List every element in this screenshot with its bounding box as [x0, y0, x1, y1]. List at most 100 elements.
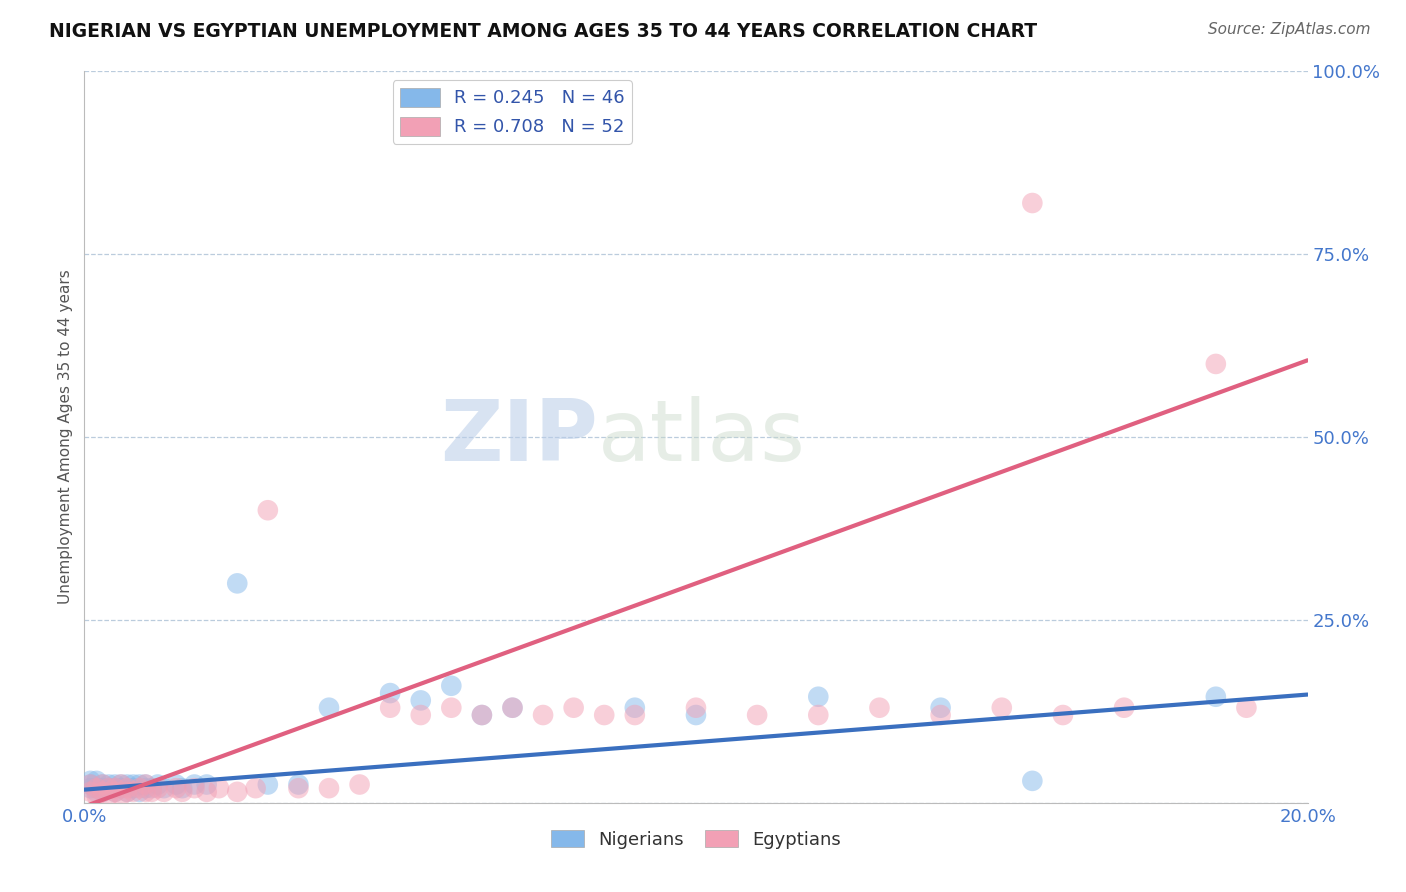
Point: [97, 781, 120, 796]
Point: [287, 778, 309, 792]
Point: [807, 690, 830, 704]
Point: [115, 785, 138, 799]
Point: [128, 785, 150, 799]
Y-axis label: Unemployment Among Ages 35 to 44 years: Unemployment Among Ages 35 to 44 years: [58, 269, 73, 605]
Point: [104, 781, 127, 796]
Point: [195, 785, 218, 799]
Text: NIGERIAN VS EGYPTIAN UNEMPLOYMENT AMONG AGES 35 TO 44 YEARS CORRELATION CHART: NIGERIAN VS EGYPTIAN UNEMPLOYMENT AMONG …: [49, 22, 1038, 41]
Point: [531, 708, 554, 723]
Point: [807, 708, 830, 723]
Point: [440, 700, 463, 714]
Point: [929, 700, 952, 714]
Point: [91, 781, 114, 796]
Point: [79, 785, 101, 799]
Point: [172, 785, 194, 799]
Point: [128, 778, 150, 792]
Point: [257, 778, 280, 792]
Point: [97, 778, 120, 792]
Point: [146, 781, 169, 796]
Point: [146, 778, 169, 792]
Point: [91, 785, 114, 799]
Point: [86, 789, 108, 803]
Point: [1205, 357, 1227, 371]
Point: [97, 789, 120, 803]
Point: [91, 778, 114, 792]
Point: [165, 778, 187, 792]
Point: [115, 785, 138, 799]
Point: [115, 781, 138, 796]
Point: [153, 785, 176, 799]
Text: ZIP: ZIP: [440, 395, 598, 479]
Point: [380, 700, 402, 714]
Point: [409, 708, 432, 723]
Point: [257, 503, 280, 517]
Point: [593, 708, 616, 723]
Point: [128, 781, 150, 796]
Point: [104, 785, 127, 799]
Point: [349, 778, 371, 792]
Point: [502, 700, 524, 714]
Point: [318, 700, 340, 714]
Point: [122, 785, 145, 799]
Point: [1021, 196, 1043, 211]
Point: [110, 781, 132, 796]
Point: [1114, 700, 1136, 714]
Point: [110, 789, 132, 803]
Point: [685, 700, 707, 714]
Point: [110, 778, 132, 792]
Point: [183, 781, 205, 796]
Point: [380, 686, 402, 700]
Point: [929, 708, 952, 723]
Point: [685, 708, 707, 723]
Point: [226, 785, 249, 799]
Point: [624, 708, 647, 723]
Point: [97, 781, 120, 796]
Point: [991, 700, 1014, 714]
Point: [79, 773, 101, 788]
Legend: Nigerians, Egyptians: Nigerians, Egyptians: [544, 822, 848, 856]
Point: [86, 781, 108, 796]
Point: [502, 700, 524, 714]
Point: [208, 781, 231, 796]
Point: [1052, 708, 1074, 723]
Point: [122, 778, 145, 792]
Point: [1205, 690, 1227, 704]
Point: [165, 781, 187, 796]
Point: [287, 781, 309, 796]
Point: [135, 781, 157, 796]
Point: [91, 785, 114, 799]
Text: Source: ZipAtlas.com: Source: ZipAtlas.com: [1208, 22, 1371, 37]
Point: [195, 778, 218, 792]
Point: [318, 781, 340, 796]
Point: [440, 679, 463, 693]
Point: [869, 700, 891, 714]
Point: [135, 785, 157, 799]
Point: [104, 785, 127, 799]
Point: [153, 781, 176, 796]
Point: [172, 781, 194, 796]
Point: [471, 708, 494, 723]
Point: [79, 778, 101, 792]
Point: [183, 778, 205, 792]
Point: [104, 778, 127, 792]
Point: [91, 778, 114, 792]
Point: [135, 778, 157, 792]
Point: [471, 708, 494, 723]
Point: [110, 778, 132, 792]
Point: [86, 773, 108, 788]
Point: [115, 778, 138, 792]
Point: [624, 700, 647, 714]
Point: [79, 778, 101, 792]
Text: atlas: atlas: [598, 395, 806, 479]
Point: [747, 708, 769, 723]
Point: [245, 781, 267, 796]
Point: [104, 781, 127, 796]
Point: [562, 700, 585, 714]
Point: [79, 781, 101, 796]
Point: [122, 781, 145, 796]
Point: [1021, 773, 1043, 788]
Point: [135, 778, 157, 792]
Point: [1236, 700, 1258, 714]
Point: [409, 693, 432, 707]
Point: [141, 781, 163, 796]
